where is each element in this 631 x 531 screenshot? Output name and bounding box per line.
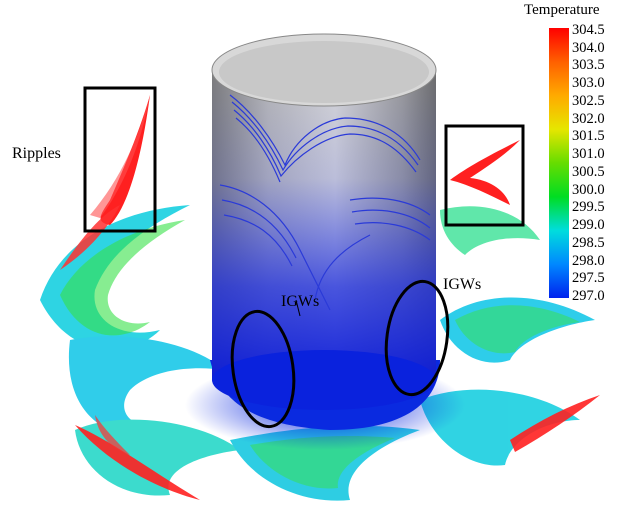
ripple-right-plume <box>450 140 520 205</box>
swirl-right-upper-green <box>455 305 580 354</box>
ripple-bottom-right <box>510 395 600 452</box>
ripples-box-right <box>444 124 525 227</box>
colorbar-tick-label: 297.5 <box>572 270 605 287</box>
ripple-streaks <box>60 95 600 500</box>
ripples-label: Ripples <box>12 145 61 162</box>
cylinder <box>211 33 437 410</box>
colorbar-tick-label: 297.0 <box>572 288 605 304</box>
igws-right-label: IGWs <box>443 276 482 293</box>
colorbar-tick-label: 301.0 <box>572 146 605 163</box>
swirl-left-upper-green <box>60 220 185 336</box>
ripple-left-spread <box>60 205 120 270</box>
swirl-left-lower <box>68 336 225 434</box>
cylinder-temperature-overlay <box>212 70 436 380</box>
ripples-box-left <box>83 86 157 233</box>
colorbar-title: Temperature <box>524 2 600 18</box>
colorbar-tick-label: 302.0 <box>572 110 605 127</box>
igws-ellipse-right <box>384 279 450 397</box>
colorbar-tick-label: 299.5 <box>572 199 605 216</box>
colorbar-tick-label: 298.0 <box>572 252 605 269</box>
swirl-right-top <box>440 206 540 255</box>
colorbar-tick-label: 302.5 <box>572 92 605 109</box>
colorbar-tick-label: 299.0 <box>572 217 605 234</box>
colorbar-tick-label: 298.5 <box>572 234 605 251</box>
cylinder-contours <box>219 94 431 311</box>
ripple-bottom-left <box>75 425 200 500</box>
colorbar-tick-label: 304.0 <box>572 39 605 56</box>
igws-left-connector <box>295 299 301 317</box>
colorbar-tick-label: 300.0 <box>572 181 605 198</box>
colorbar-tick-label: 303.0 <box>572 75 605 92</box>
colorbar-gradient <box>549 28 569 298</box>
cylinder-top-inner <box>219 41 429 103</box>
colorbar-tick-label: 303.5 <box>572 57 605 74</box>
igws-left-label: IGWs <box>281 293 320 310</box>
swirl-bottom-left <box>75 419 240 496</box>
igws-ellipse-left <box>230 309 296 429</box>
cylinder-bottom-rim <box>212 350 436 410</box>
colorbar-tick-label: 300.5 <box>572 163 605 180</box>
colorbar-tick-label: 304.5 <box>572 22 605 38</box>
swirl-bottom-center-green <box>250 435 395 489</box>
ripple-left-plume <box>100 95 150 225</box>
colorbar-tick-label: 301.5 <box>572 128 605 145</box>
swirl-right-upper <box>440 297 595 363</box>
